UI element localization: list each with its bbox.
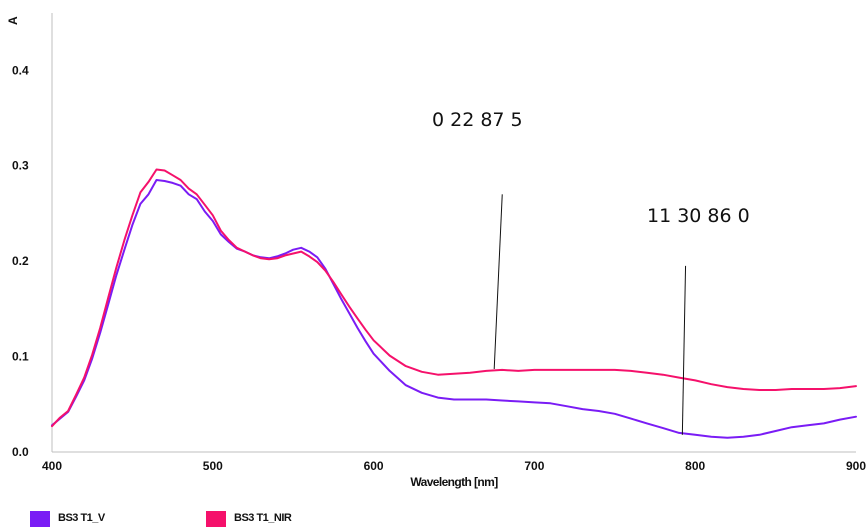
y-tick-label: 0.0 bbox=[12, 445, 29, 459]
legend-label: BS3 T1_NIR bbox=[234, 512, 292, 524]
x-tick-label: 400 bbox=[42, 459, 62, 473]
legend-label: BS3 T1_V bbox=[58, 512, 106, 524]
x-tick-labels: 400 500 600 700 800 900 bbox=[42, 459, 866, 473]
x-tick-label: 900 bbox=[846, 459, 866, 473]
annotation-leader-line bbox=[493, 194, 503, 369]
x-tick-label: 800 bbox=[685, 459, 705, 473]
x-tick-label: 500 bbox=[203, 459, 223, 473]
x-axis-title: Wavelength [nm] bbox=[410, 475, 498, 489]
y-tick-label: 0.4 bbox=[12, 63, 29, 77]
series-line-nir bbox=[51, 168, 857, 428]
y-tick-label: 0.2 bbox=[12, 254, 29, 268]
series-lines bbox=[51, 168, 857, 439]
series-line-v bbox=[51, 179, 857, 439]
x-tick-label: 700 bbox=[524, 459, 544, 473]
y-tick-label: 0.3 bbox=[12, 159, 29, 173]
y-tick-label: 0.1 bbox=[12, 350, 29, 364]
annotation-label: 11 30 86 0 bbox=[647, 205, 750, 227]
legend: BS3 T1_V BS3 T1_NIR bbox=[30, 511, 292, 527]
y-axis-title: A bbox=[6, 16, 20, 25]
y-tick-labels: 0.0 0.1 0.2 0.3 0.4 bbox=[12, 63, 29, 459]
legend-swatch bbox=[30, 511, 50, 527]
annotation-label: 0 22 87 5 bbox=[432, 109, 523, 131]
x-tick-label: 600 bbox=[364, 459, 384, 473]
annotation-leader-line bbox=[681, 265, 687, 435]
legend-swatch bbox=[206, 511, 226, 527]
annotations: 0 22 87 5 11 30 86 0 bbox=[432, 109, 750, 435]
